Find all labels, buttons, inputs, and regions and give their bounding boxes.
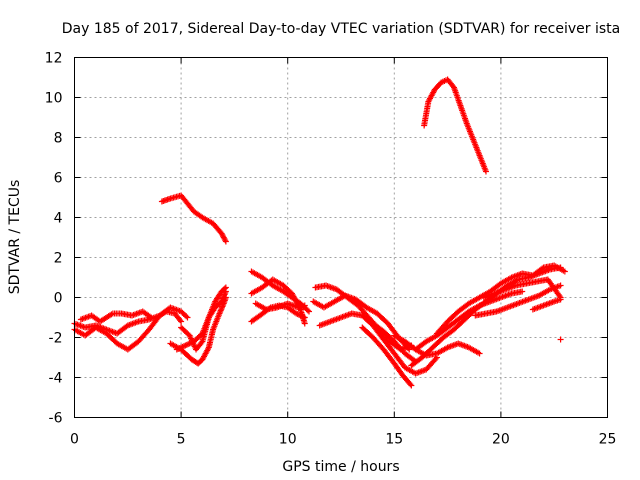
- y-tick-label: 2: [54, 251, 63, 267]
- x-axis-label: GPS time / hours: [282, 459, 399, 475]
- data-point: [178, 318, 185, 325]
- x-tick-label: 15: [385, 432, 403, 448]
- series-track-5: [77, 308, 155, 325]
- chart-title: Day 185 of 2017, Sidereal Day-to-day VTE…: [62, 21, 620, 37]
- x-tick-label: 20: [492, 432, 510, 448]
- data-point: [222, 284, 229, 291]
- data-point: [557, 296, 564, 303]
- data-point: [557, 336, 564, 343]
- data-point: [198, 339, 205, 346]
- data-point: [177, 317, 184, 324]
- series-track-23: [480, 276, 564, 301]
- data-point: [184, 314, 191, 321]
- data-point: [301, 314, 308, 321]
- x-tick-label: 0: [70, 432, 79, 448]
- series-track-4: [71, 304, 191, 353]
- series-track-17: [359, 324, 415, 389]
- data-point: [519, 288, 526, 295]
- data-point: [148, 314, 155, 321]
- axes: 0 5 10 15 20 25 -6 -4 -2 0 2 4 6 8 10 12: [45, 51, 617, 448]
- y-tick-label: 0: [54, 291, 63, 307]
- data-point: [222, 238, 229, 245]
- data-point: [432, 355, 439, 362]
- data-point: [482, 168, 489, 175]
- data-point: [408, 382, 415, 389]
- data-point: [304, 307, 311, 314]
- series-track-20: [412, 288, 526, 353]
- plot-frame: [74, 57, 608, 418]
- data-points: [71, 76, 568, 389]
- y-tick-label: 8: [54, 131, 63, 147]
- data-point: [222, 237, 229, 244]
- y-tick-label: 6: [54, 171, 63, 187]
- series-track-12: [252, 300, 308, 313]
- series-track-25: [557, 336, 564, 343]
- y-tick-label: -4: [49, 371, 63, 387]
- data-point: [301, 302, 308, 309]
- series-track-2: [421, 76, 489, 175]
- data-point: [557, 282, 564, 289]
- data-point: [476, 350, 483, 357]
- y-tick-label: 12: [45, 51, 63, 67]
- data-point: [561, 268, 568, 275]
- data-point: [556, 293, 563, 300]
- grid: [74, 57, 608, 418]
- y-axis-label: SDTVAR / TECUs: [7, 180, 23, 295]
- data-point: [407, 381, 414, 388]
- y-tick-label: -6: [49, 411, 63, 427]
- x-tick-label: 10: [279, 432, 297, 448]
- data-point: [539, 265, 546, 272]
- y-tick-label: -2: [49, 331, 63, 347]
- data-point: [221, 285, 228, 292]
- data-point: [306, 308, 313, 315]
- x-tick-label: 25: [599, 432, 617, 448]
- series-track-14: [310, 292, 413, 353]
- data-point: [183, 313, 190, 320]
- y-tick-label: 4: [54, 211, 63, 227]
- x-tick-label: 5: [177, 432, 186, 448]
- series-track-8: [178, 284, 229, 353]
- series-track-24: [529, 296, 564, 313]
- series-track-16: [359, 312, 440, 377]
- y-tick-label: 10: [45, 91, 63, 107]
- series-track-6: [167, 294, 229, 367]
- series-track-1: [158, 192, 229, 245]
- data-point: [301, 320, 308, 327]
